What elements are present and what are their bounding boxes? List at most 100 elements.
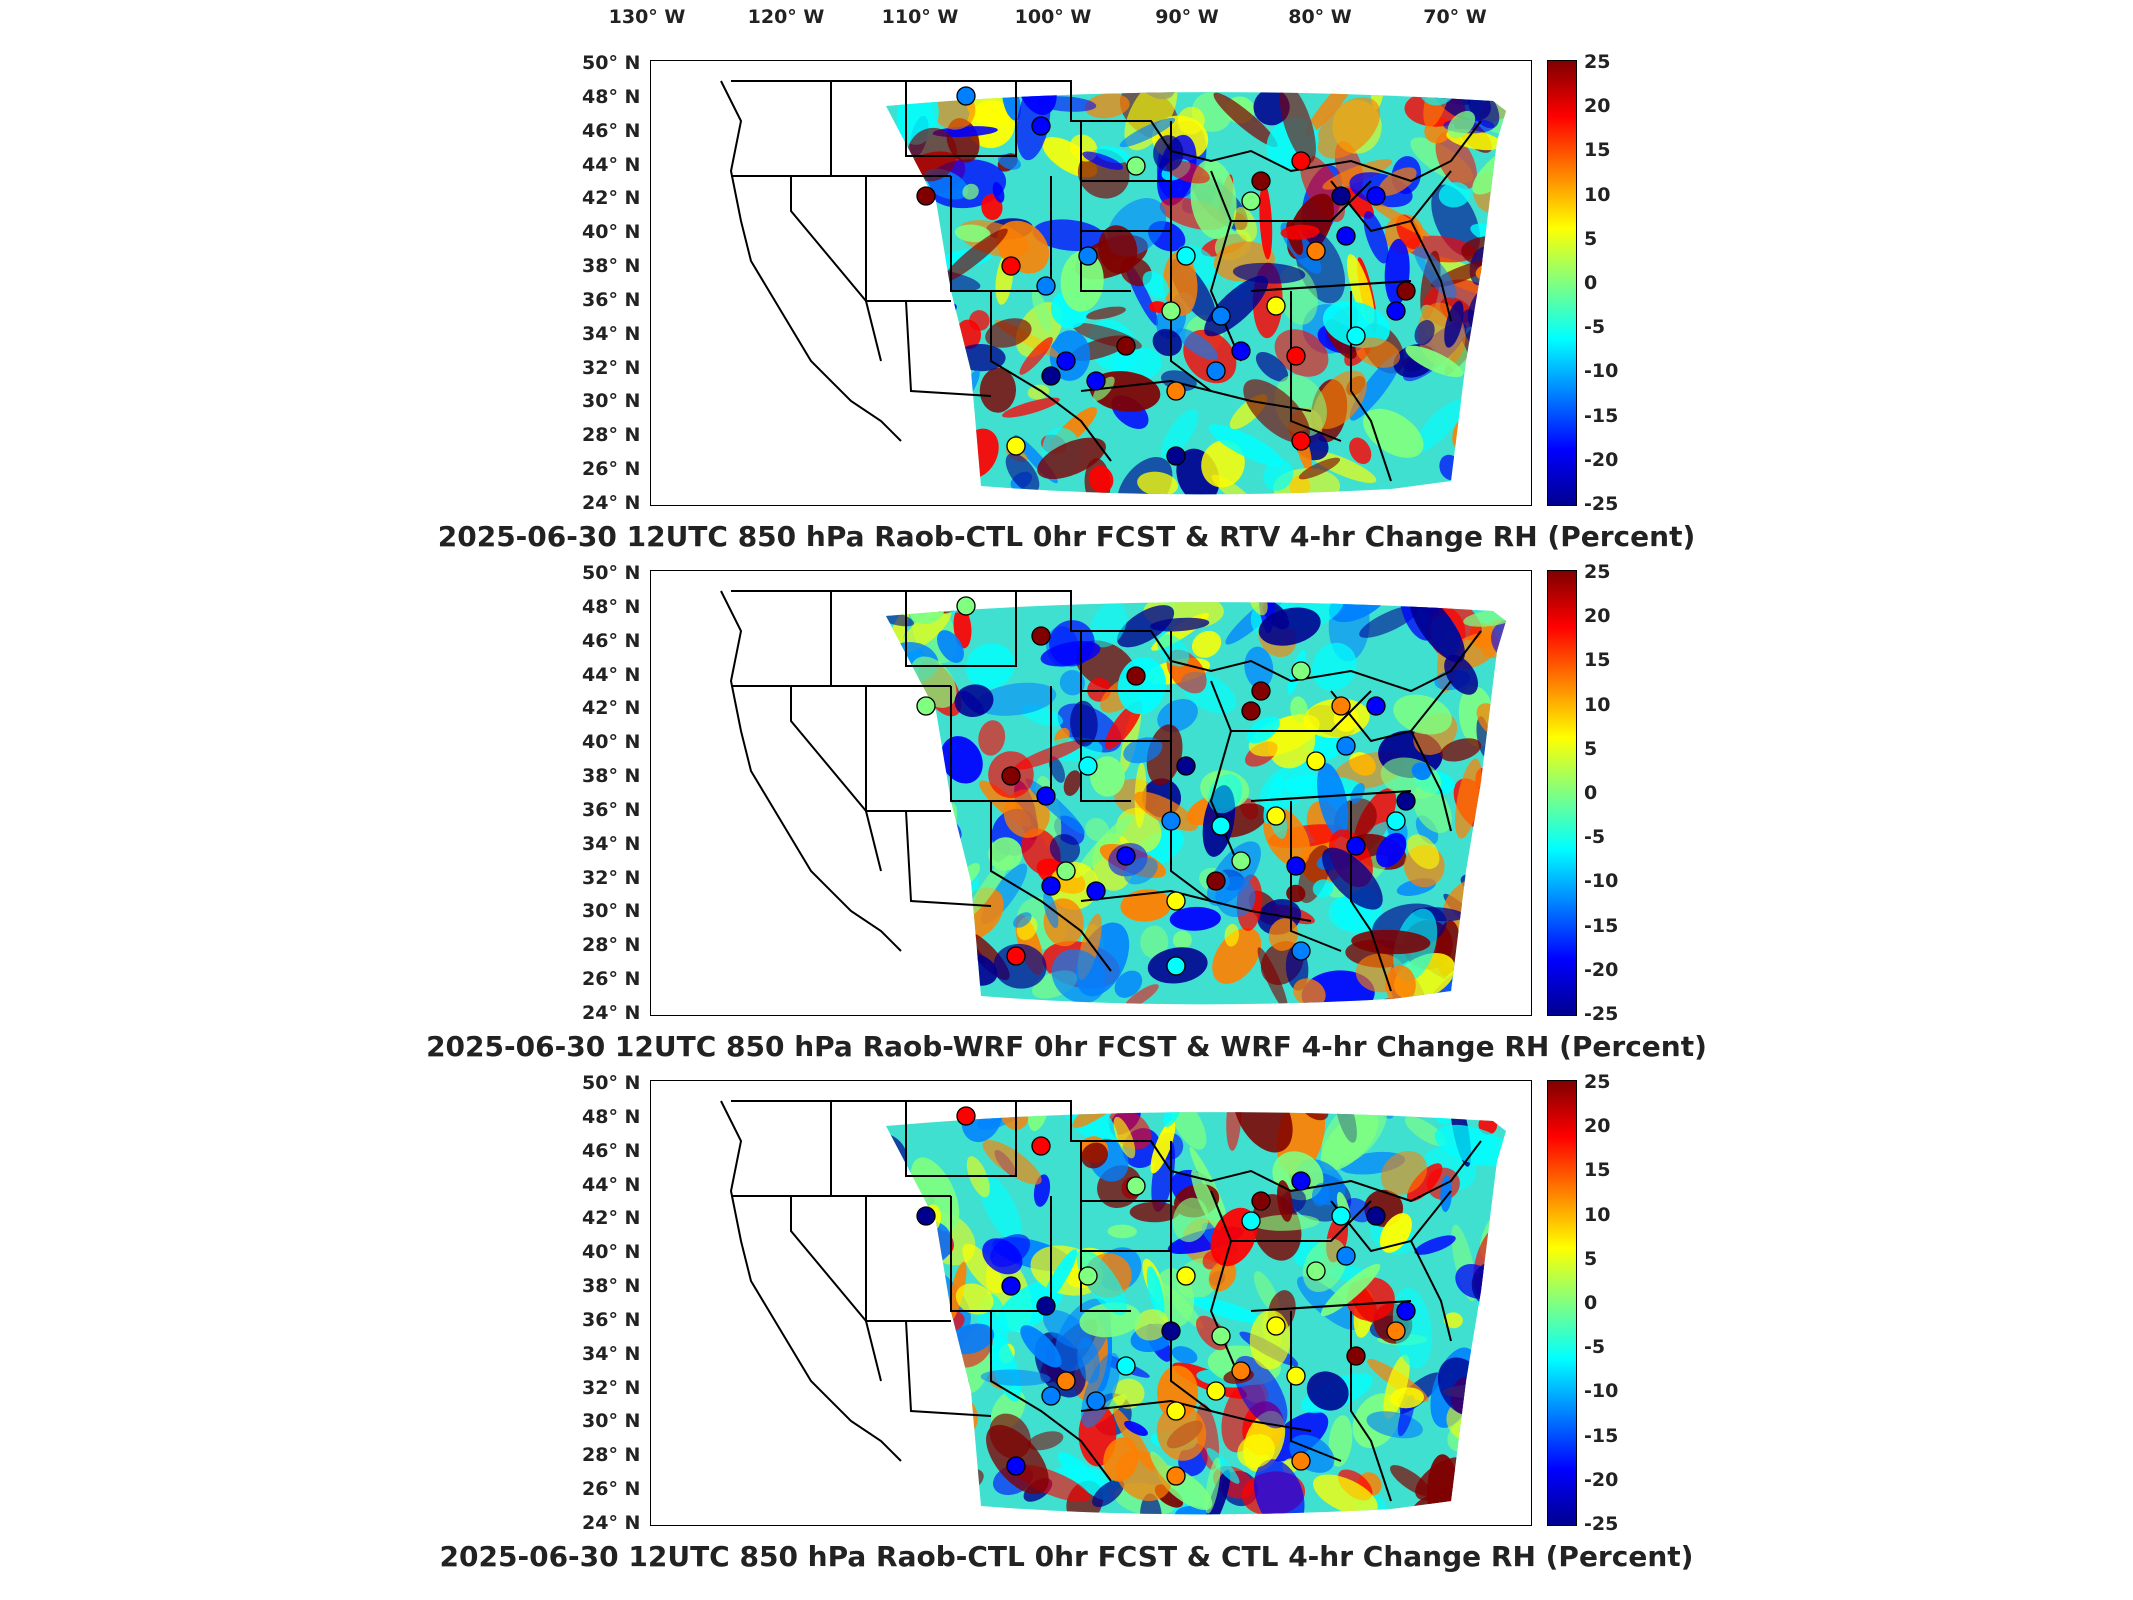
raob-station-marker	[1241, 701, 1261, 721]
raob-station-marker	[1176, 246, 1196, 266]
raob-station-marker	[1266, 296, 1286, 316]
raob-station-marker	[916, 696, 936, 716]
raob-station-marker	[1306, 751, 1326, 771]
raob-station-marker	[1291, 661, 1311, 681]
raob-station-marker	[1331, 696, 1351, 716]
raob-station-marker	[1206, 361, 1226, 381]
map-svg	[720, 1100, 1506, 1515]
colorbar	[1547, 570, 1577, 1016]
raob-stations	[916, 86, 1416, 466]
raob-station-marker	[1396, 791, 1416, 811]
lat-label: 32° N	[582, 1376, 641, 1399]
raob-station-marker	[1386, 1321, 1406, 1341]
raob-station-marker	[1001, 1276, 1021, 1296]
raob-station-marker	[1266, 1316, 1286, 1336]
colorbar	[1547, 60, 1577, 506]
raob-station-marker	[1336, 226, 1356, 246]
raob-station-marker	[1036, 786, 1056, 806]
lat-label: 36° N	[582, 1308, 641, 1331]
colorbar-tick-label: 5	[1584, 737, 1598, 760]
raob-station-marker	[1291, 431, 1311, 451]
colorbar-tick-label: -25	[1584, 1513, 1619, 1535]
raob-station-marker	[1251, 1191, 1271, 1211]
raob-station-marker	[1286, 856, 1306, 876]
lat-label: 36° N	[582, 288, 641, 311]
colorbar-tick-label: 0	[1584, 1292, 1598, 1314]
map-area	[650, 570, 1532, 1016]
colorbar-tick-label: -20	[1584, 958, 1619, 981]
colorbar-tick-label: -5	[1584, 316, 1606, 339]
lat-label: 36° N	[582, 798, 641, 821]
colorbar-tick-label: 15	[1584, 1159, 1611, 1182]
colorbar-tick-label: 25	[1584, 51, 1611, 73]
lat-label: 34° N	[582, 832, 641, 855]
colorbar-tick-label: -5	[1584, 1336, 1606, 1359]
raob-station-marker	[1161, 811, 1181, 831]
lat-label: 50° N	[582, 1072, 641, 1094]
lon-label: 90° W	[1155, 6, 1219, 28]
raob-station-marker	[1086, 881, 1106, 901]
raob-station-marker	[1396, 281, 1416, 301]
colorbar-tick-label: 15	[1584, 139, 1611, 162]
raob-station-marker	[1056, 861, 1076, 881]
colorbar-tick-label: 20	[1584, 605, 1611, 628]
raob-station-marker	[1291, 151, 1311, 171]
lat-label: 32° N	[582, 356, 641, 379]
raob-station-marker	[1126, 1176, 1146, 1196]
lat-label: 34° N	[582, 322, 641, 345]
raob-station-marker	[916, 186, 936, 206]
raob-station-marker	[1231, 341, 1251, 361]
lon-label: 80° W	[1288, 6, 1352, 28]
raob-station-marker	[956, 86, 976, 106]
raob-station-marker	[1041, 366, 1061, 386]
raob-station-marker	[1346, 1346, 1366, 1366]
map-panel-3: 2025-06-30 12UTC 850 hPa Raob-CTL 0hr FC…	[0, 1020, 2133, 1573]
lat-label: 38° N	[582, 1275, 641, 1298]
raob-station-marker	[1331, 1206, 1351, 1226]
raob-station-marker	[1306, 241, 1326, 261]
raob-station-marker	[1056, 351, 1076, 371]
colorbar-tick-label: -15	[1584, 404, 1619, 427]
raob-station-marker	[1166, 956, 1186, 976]
raob-station-marker	[956, 596, 976, 616]
colorbar-tick-label: 10	[1584, 1203, 1611, 1226]
raob-station-marker	[1166, 891, 1186, 911]
colorbar-tick-label: 20	[1584, 1115, 1611, 1138]
colorbar-tick-label: -10	[1584, 360, 1619, 383]
colorbar-tick-label: 10	[1584, 693, 1611, 716]
raob-station-marker	[1086, 1391, 1106, 1411]
lat-label: 28° N	[582, 424, 641, 447]
lat-label: 34° N	[582, 1342, 641, 1365]
raob-station-marker	[1176, 756, 1196, 776]
raob-station-marker	[1251, 171, 1271, 191]
lat-label: 30° N	[582, 900, 641, 923]
state-boundaries	[720, 590, 1482, 992]
raob-station-marker	[1386, 811, 1406, 831]
colorbar-tick-label: -15	[1584, 914, 1619, 937]
rh-change-field	[886, 92, 1506, 495]
lat-label: 42° N	[582, 187, 641, 210]
raob-station-marker	[1206, 871, 1226, 891]
raob-station-marker	[1286, 1366, 1306, 1386]
raob-station-marker	[1231, 1361, 1251, 1381]
lat-label: 28° N	[582, 1444, 641, 1467]
lat-label: 26° N	[582, 458, 641, 481]
colorbar-tick-label: 0	[1584, 272, 1598, 294]
raob-station-marker	[1166, 381, 1186, 401]
map-svg	[720, 80, 1506, 495]
raob-station-marker	[1291, 941, 1311, 961]
rh-change-field	[886, 1112, 1506, 1515]
raob-station-marker	[1251, 681, 1271, 701]
colorbar-tick-label: -10	[1584, 1380, 1619, 1403]
colorbar-tick-label: 25	[1584, 1071, 1611, 1093]
raob-station-marker	[1126, 666, 1146, 686]
colorbar-tick-label: 25	[1584, 561, 1611, 583]
lat-label: 24° N	[582, 492, 641, 514]
map-svg	[720, 590, 1506, 1005]
lat-label: 42° N	[582, 1207, 641, 1230]
lat-label: 38° N	[582, 255, 641, 278]
raob-station-marker	[1041, 876, 1061, 896]
lon-label: 70° W	[1423, 6, 1487, 28]
colorbar-tick-label: 10	[1584, 183, 1611, 206]
raob-station-marker	[1336, 736, 1356, 756]
